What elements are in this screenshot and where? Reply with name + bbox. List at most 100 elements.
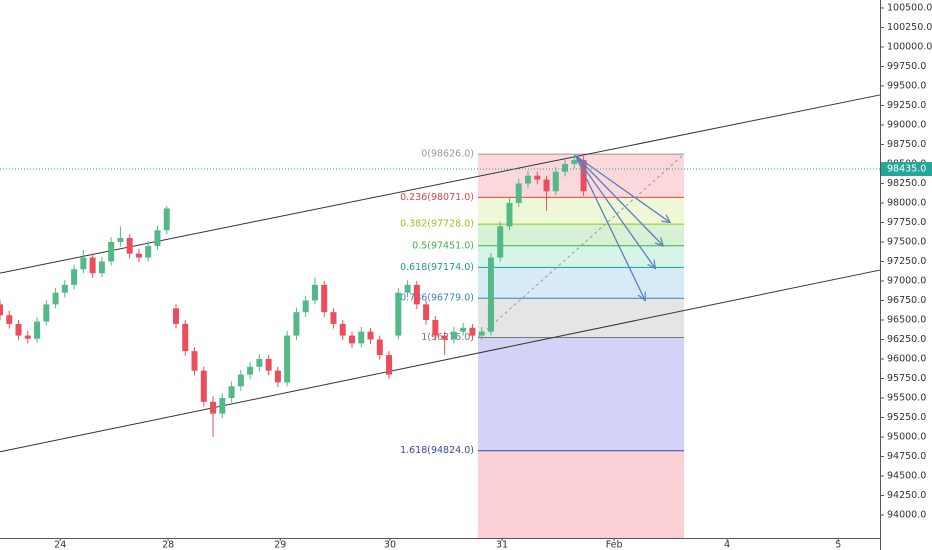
candle-body bbox=[61, 284, 68, 293]
candle-body bbox=[450, 331, 457, 340]
candle-body bbox=[154, 230, 161, 246]
candle-body bbox=[247, 366, 254, 375]
candle-body bbox=[284, 335, 291, 383]
candle-body bbox=[534, 175, 541, 180]
y-tick-label: 95000.0 bbox=[887, 431, 926, 442]
x-tick-label: 24 bbox=[54, 540, 66, 550]
candle-body bbox=[330, 312, 337, 324]
candle-body bbox=[98, 261, 105, 274]
x-tick-label: 29 bbox=[274, 540, 286, 550]
y-tick-label: 98750.0 bbox=[887, 139, 926, 150]
candle-body bbox=[173, 308, 179, 324]
y-tick-label: 97250.0 bbox=[887, 256, 926, 267]
last-price-label: 98435.0 bbox=[887, 164, 926, 175]
y-tick-label: 100500.0 bbox=[887, 2, 932, 13]
y-tick-label: 97500.0 bbox=[887, 236, 926, 247]
y-tick-label: 97750.0 bbox=[887, 217, 926, 228]
candle-body bbox=[210, 401, 217, 414]
candle-body bbox=[6, 315, 13, 324]
candle-body bbox=[200, 370, 207, 402]
candle-body bbox=[80, 257, 87, 270]
candle-body bbox=[413, 284, 420, 305]
candle-body bbox=[321, 284, 328, 313]
y-tick-label: 96750.0 bbox=[887, 295, 926, 306]
trendline bbox=[0, 94, 881, 274]
y-tick-label: 99500.0 bbox=[887, 80, 926, 91]
candle-body bbox=[552, 171, 559, 192]
candle-body bbox=[108, 241, 115, 262]
candle-body bbox=[515, 183, 522, 203]
candle-body bbox=[395, 292, 402, 336]
fib-label: 0.786(96779.0) bbox=[400, 293, 474, 304]
candle-body bbox=[478, 331, 485, 336]
fib-label: 0.5(97451.0) bbox=[412, 240, 474, 251]
candle-body bbox=[219, 397, 226, 414]
fib-label: 0(98626.0) bbox=[421, 149, 474, 160]
fib-label: 0.382(97728.0) bbox=[400, 219, 474, 230]
candle-body bbox=[34, 321, 41, 339]
candle-body bbox=[404, 284, 411, 293]
y-tick-label: 94500.0 bbox=[887, 470, 926, 481]
candle-body bbox=[571, 160, 578, 164]
candle-body bbox=[487, 257, 494, 332]
candle-body bbox=[543, 179, 550, 192]
fib-trend bbox=[477, 153, 685, 338]
candle-body bbox=[182, 323, 189, 352]
candle-body bbox=[423, 304, 430, 320]
candle-body bbox=[302, 300, 309, 313]
candle-body bbox=[145, 245, 152, 258]
y-tick-label: 95500.0 bbox=[887, 392, 926, 403]
candle-body bbox=[126, 238, 133, 254]
y-tick-label: 94000.0 bbox=[887, 509, 926, 520]
candle-body bbox=[525, 175, 531, 184]
candle-body bbox=[117, 238, 124, 242]
y-tick-label: 94750.0 bbox=[887, 451, 926, 462]
candle-body bbox=[52, 292, 59, 305]
fib-label: 0.618(97174.0) bbox=[400, 262, 474, 273]
candle-body bbox=[497, 226, 504, 258]
candle-body bbox=[191, 351, 198, 371]
candle-body bbox=[460, 327, 467, 332]
y-tick-label: 94250.0 bbox=[887, 490, 926, 501]
candle-body bbox=[135, 253, 142, 258]
candle-body bbox=[256, 358, 263, 367]
fib-band bbox=[477, 224, 685, 246]
y-tick-label: 99250.0 bbox=[887, 100, 926, 111]
trendline bbox=[0, 269, 881, 453]
x-tick-label: 30 bbox=[384, 540, 396, 550]
candle-body bbox=[24, 335, 31, 339]
candle-body bbox=[43, 304, 50, 322]
candle-body bbox=[293, 312, 300, 336]
y-tick-label: 100250.0 bbox=[887, 22, 932, 33]
candle-body bbox=[15, 323, 22, 336]
candle-body bbox=[506, 202, 513, 227]
last-price-box bbox=[881, 162, 932, 177]
candle-body bbox=[367, 331, 374, 340]
fib-band bbox=[477, 337, 685, 451]
candle-body bbox=[228, 386, 235, 398]
fib-band bbox=[477, 267, 685, 299]
x-tick-label: 4 bbox=[724, 540, 730, 550]
candle-body bbox=[469, 327, 476, 336]
y-tick-label: 99750.0 bbox=[887, 61, 926, 72]
candle-body bbox=[358, 331, 365, 344]
y-tick-label: 100000.0 bbox=[887, 41, 932, 52]
candle-body bbox=[89, 257, 96, 274]
candle-body bbox=[163, 208, 170, 231]
candle-body bbox=[386, 355, 393, 375]
arrow bbox=[574, 154, 663, 245]
y-tick-label: 97000.0 bbox=[887, 275, 926, 286]
candle-body bbox=[562, 163, 569, 172]
candle-body bbox=[274, 370, 281, 383]
x-tick-label: 28 bbox=[162, 540, 174, 550]
candle-body bbox=[237, 374, 244, 387]
y-tick-label: 98250.0 bbox=[887, 178, 926, 189]
y-tick-label: 95750.0 bbox=[887, 373, 926, 384]
fib-label: 0.236(98071.0) bbox=[400, 192, 474, 203]
fib-label: 1.618(94824.0) bbox=[400, 445, 474, 456]
x-tick-label: 5 bbox=[835, 540, 841, 550]
y-tick-label: 99000.0 bbox=[887, 119, 926, 130]
